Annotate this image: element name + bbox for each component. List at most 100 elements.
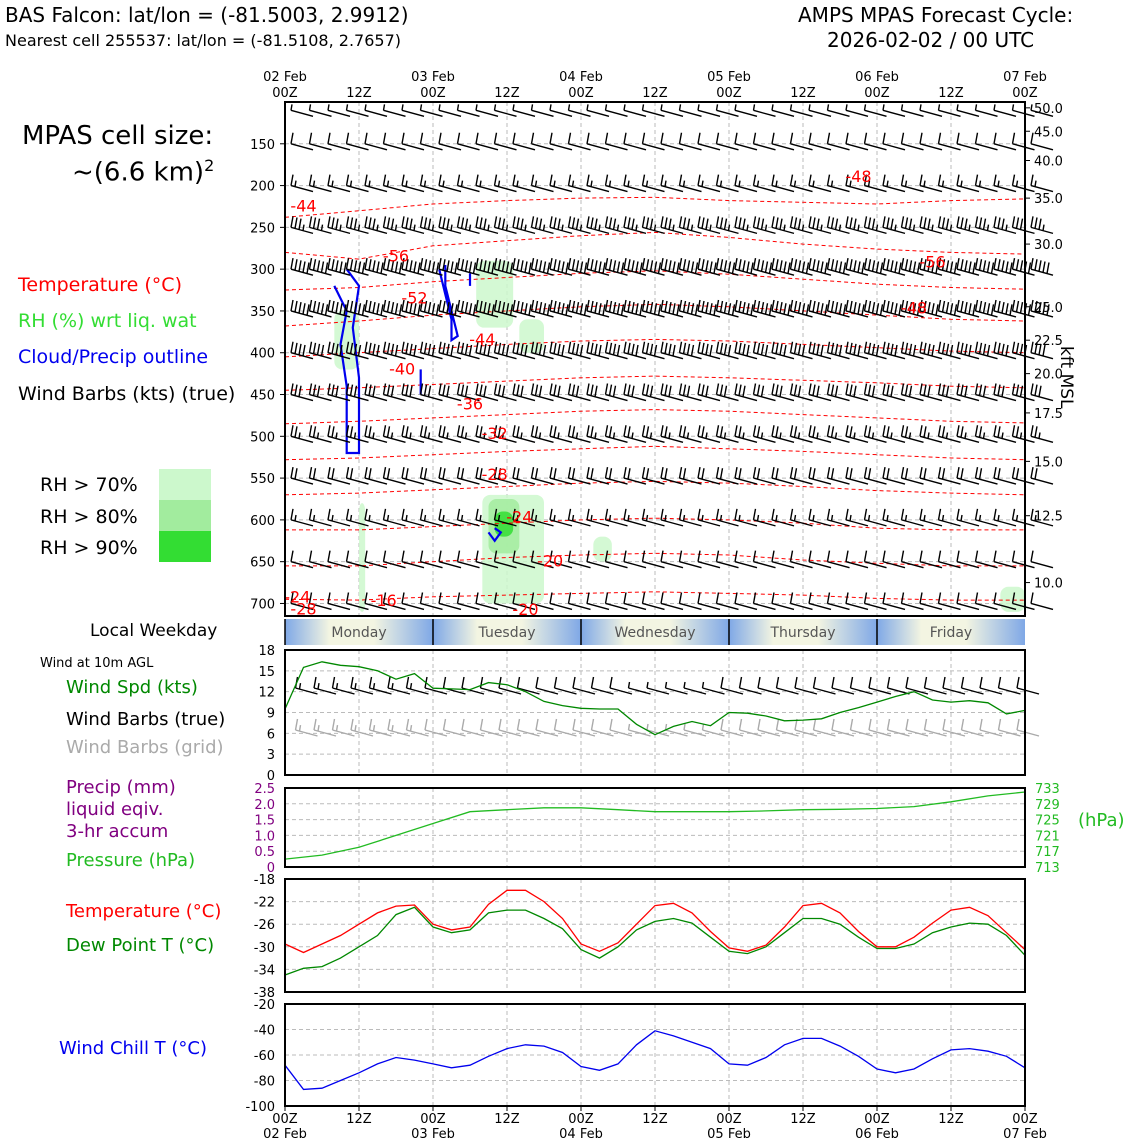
xs-wind-barb (937, 550, 961, 569)
xs-wind-barb-feather (620, 304, 625, 316)
xs-wind-barb-feather (1034, 514, 1037, 522)
xs-wind-barb-feather (890, 302, 894, 314)
xs-pressure-tick-label: 700 (250, 597, 275, 612)
xs-wind-barb (438, 466, 462, 485)
xs-wind-barb-feather (723, 343, 728, 356)
xs-wind-barb-feather (586, 174, 590, 186)
xs-wind-barb-feather (842, 262, 847, 274)
xs-wind-barb-feather (697, 104, 700, 111)
xs-wind-barb-feather (641, 174, 646, 186)
xs-wind-barb (549, 258, 573, 276)
xs-wind-barb-feather (1042, 344, 1046, 357)
xs-wind-barb-feather (327, 258, 331, 270)
xs-wind-barb-feather (546, 262, 551, 274)
xs-wind-barb-feather (775, 180, 778, 187)
xs-wind-barb-feather (682, 259, 687, 271)
xs-wind-barb-staff (346, 519, 369, 527)
xs-wind-barb-staff (845, 477, 869, 485)
xs-wind-barb-feather (727, 344, 732, 357)
xs-wind-barb-feather (298, 385, 302, 397)
wind10m-grid-barb (516, 718, 540, 737)
xs-wind-barb-feather (812, 342, 816, 354)
wind10m-true-barb-staff (905, 687, 929, 695)
wind10m-grid-barb-staff (850, 729, 873, 737)
xs-wind-barb-feather (727, 224, 731, 231)
xs-wind-barb (641, 104, 665, 118)
xs-wind-barb-feather (812, 180, 815, 187)
xs-wind-barb (919, 174, 943, 193)
xs-wind-barb (752, 258, 776, 276)
xs-wind-barb (290, 466, 314, 485)
wind10m-grid-barb (627, 723, 651, 737)
xs-wind-barb (1011, 592, 1035, 611)
xs-wind-barb-feather (327, 174, 331, 186)
wind10m-true-barb-feather (997, 676, 1002, 689)
xs-wind-barb-staff (568, 602, 591, 611)
xs-wind-barb-feather (960, 259, 964, 271)
xs-wind-barb-staff (327, 184, 351, 193)
xs-wind-barb-staff (605, 393, 628, 402)
xs-wind-barb-feather (793, 426, 798, 438)
xs-wind-barb-feather (479, 468, 483, 480)
wind10m-true-barb-staff (887, 687, 910, 695)
xs-wind-barb-feather (863, 425, 868, 437)
xs-wind-barb-staff (697, 477, 721, 485)
xs-wind-barb (697, 132, 721, 151)
xs-wind-barb-feather (645, 426, 650, 438)
xs-wind-barb-staff (346, 143, 369, 151)
xs-top-hour-label: 12Z (938, 86, 964, 101)
xs-wind-barb-feather (923, 342, 927, 354)
xs-wind-barb-feather (623, 132, 627, 144)
temperature-contour-label: -52 (401, 288, 427, 307)
xs-wind-barb-staff (531, 226, 554, 235)
xs-wind-barb (863, 258, 887, 276)
xs-wind-barb-feather (479, 217, 483, 229)
xs-wind-barb-feather (871, 302, 876, 314)
xs-wind-barb-staff (549, 109, 573, 118)
xs-wind-barb (660, 216, 684, 235)
xs-wind-barb-feather (612, 385, 617, 397)
xs-wind-barb (808, 299, 832, 318)
xs-wind-barb-feather (923, 426, 927, 438)
xs-wind-barb-feather (594, 302, 598, 314)
xs-wind-barb (863, 299, 887, 318)
xs-wind-barb-feather (956, 258, 960, 270)
xs-wind-barb (549, 216, 573, 235)
xs-wind-barb-feather (715, 174, 720, 186)
xs-wind-barb (493, 104, 517, 118)
xs-wind-barb-feather (849, 468, 853, 480)
xs-wind-barb (715, 216, 739, 235)
xs-wind-barb-feather (586, 592, 590, 604)
xs-wind-barb-feather (937, 383, 942, 395)
xs-wind-barb-feather (641, 299, 646, 312)
xs-wind-barb-feather (867, 180, 871, 187)
xs-wind-barb-feather (349, 384, 354, 396)
xs-wind-barb (327, 466, 351, 485)
xs-wind-barb (974, 174, 998, 193)
xs-wind-barb-feather (394, 224, 398, 231)
xs-wind-barb-feather (534, 426, 539, 438)
xs-kft-tick-label: 35.0 (1034, 192, 1063, 207)
xs-wind-barb (715, 341, 739, 360)
xs-wind-barb-feather (1005, 224, 1008, 231)
wind10m-grid-label: Wind Barbs (grid) (66, 737, 224, 758)
xs-wind-barb-feather (974, 104, 978, 111)
xs-wind-barb-feather (945, 385, 950, 397)
xs-wind-barb-feather (1030, 550, 1034, 562)
xs-wind-barb (937, 466, 961, 485)
xs-wind-barb-feather (512, 174, 516, 186)
xs-wind-barb (641, 466, 665, 485)
xs-wind-barb (567, 383, 591, 402)
xs-wind-barb (771, 258, 795, 276)
xs-wind-barb-feather (956, 425, 960, 437)
xs-wind-barb-staff (827, 226, 850, 235)
xs-wind-barb-staff (697, 184, 721, 193)
xs-wind-barb-staff (290, 226, 314, 235)
xs-wind-barb (919, 299, 943, 318)
xs-wind-barb-staff (660, 109, 684, 118)
xs-wind-barb-feather (423, 514, 427, 522)
xs-wind-barb-feather (364, 104, 367, 111)
xs-wind-barb-feather (697, 508, 701, 521)
w10-layer-tick-label: 3 (267, 748, 275, 763)
wind10m-grid-barb-feather (391, 724, 394, 732)
